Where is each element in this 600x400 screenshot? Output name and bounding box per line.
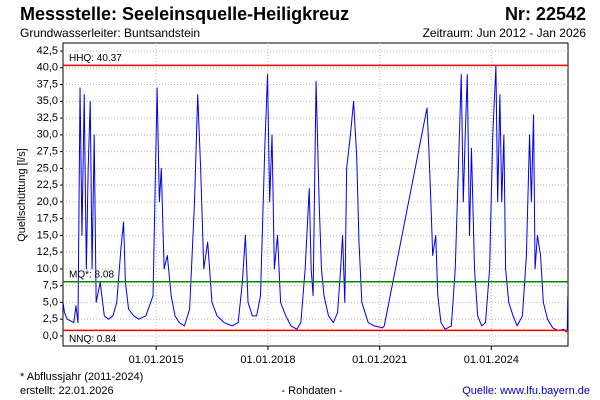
- x-tick-label: 01.01.2024: [464, 354, 519, 366]
- station-number: Nr: 22542: [505, 4, 586, 24]
- subtitle: Grundwasserleiter: Buntsandstein: [20, 26, 200, 40]
- footnote: * Abflussjahr (2011-2024): [20, 371, 143, 383]
- y-tick-label: 22,5: [37, 179, 58, 191]
- created-date: erstellt: 22.01.2026: [20, 385, 114, 397]
- reference-label: MQ*: 8.08: [69, 269, 114, 280]
- y-tick-label: 15,0: [37, 229, 58, 241]
- period: Zeitraum: Jun 2012 - Jan 2026: [423, 26, 587, 40]
- y-tick-label: 42,5: [37, 45, 58, 57]
- y-tick-label: 17,5: [37, 213, 58, 225]
- y-tick-label: 40,0: [37, 62, 58, 74]
- x-tick-label: 01.01.2021: [352, 354, 407, 366]
- raw-data-note: - Rohdaten -: [281, 385, 342, 397]
- y-tick-label: 35,0: [37, 95, 58, 107]
- y-tick-label: 0,0: [43, 330, 58, 342]
- y-tick-label: 10,0: [37, 263, 58, 275]
- y-tick-label: 7,5: [43, 280, 58, 292]
- y-tick-label: 30,0: [37, 129, 58, 141]
- chart-title: Messstelle: Seeleinsquelle-Heiligkreuz: [20, 4, 349, 24]
- reference-label: NNQ: 0.84: [69, 334, 117, 345]
- y-axis-label: Quellschüttung [l/s]: [16, 148, 28, 242]
- y-tick-label: 20,0: [37, 196, 58, 208]
- source-link[interactable]: Quelle: www.lfu.bayern.de: [462, 385, 590, 397]
- y-tick-label: 12,5: [37, 246, 58, 258]
- y-tick-label: 32,5: [37, 112, 58, 124]
- plot-frame: [62, 42, 569, 347]
- y-tick-label: 5,0: [43, 296, 58, 308]
- y-tick-label: 2,5: [43, 313, 58, 325]
- y-tick-label: 25,0: [37, 162, 58, 174]
- y-tick-label: 37,5: [37, 78, 58, 90]
- y-tick-label: 27,5: [37, 146, 58, 158]
- data-line: [62, 65, 569, 333]
- x-tick-label: 01.01.2018: [240, 354, 295, 366]
- reference-label: HHQ: 40.37: [69, 53, 122, 64]
- x-tick-label: 01.01.2015: [129, 354, 184, 366]
